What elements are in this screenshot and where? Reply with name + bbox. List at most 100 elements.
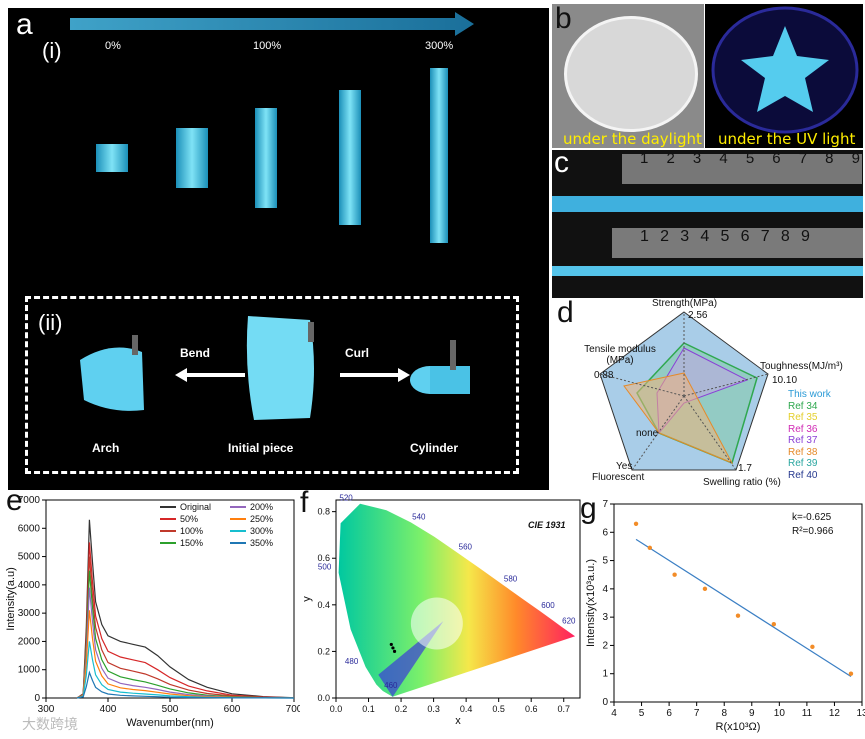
ruler-bottom-tick: 1 <box>640 228 649 245</box>
legend-ref-34: Ref 34 <box>788 400 818 412</box>
radar-axis-strength-max: 2.56 <box>688 310 708 321</box>
cie-point <box>392 649 397 654</box>
chart-e: 300 400 500 600 7000100020003000400050006000… <box>5 495 300 729</box>
y-tick-label: 7 <box>602 499 608 510</box>
y-tick-label: 5 <box>602 556 608 567</box>
legend-ref-38: Ref 38 <box>788 446 818 458</box>
bend-label: Bend <box>180 346 210 360</box>
legend-ref-37: Ref 37 <box>788 435 818 446</box>
data-point <box>771 622 777 627</box>
panel-a-sub-ii: (ii) <box>38 310 63 335</box>
data-point <box>633 521 639 526</box>
y-tick-label: 2 <box>602 640 608 651</box>
panel-a-sub-i: (i) <box>42 38 62 63</box>
legend-label: Original <box>180 502 211 512</box>
y-tick-label: 0.6 <box>317 553 330 563</box>
x-tick-label: 400 <box>100 704 117 715</box>
legend-label: 50% <box>180 514 198 524</box>
x-axis-label: R(x10³Ω) <box>716 721 761 733</box>
series-line-350pct <box>76 670 295 699</box>
strain-label-300: 300% <box>425 40 454 52</box>
curl-arrow <box>340 368 410 382</box>
legend-label: 150% <box>180 538 203 548</box>
ruler-bottom-tick: 5 <box>720 228 730 245</box>
x-tick-label: 11 <box>802 708 813 719</box>
plot-frame <box>613 503 863 703</box>
annotation-slope: k=-0.625 <box>792 512 832 523</box>
data-point <box>848 671 854 676</box>
y-tick-label: 0 <box>602 697 608 708</box>
data-point <box>702 586 708 592</box>
legend-label: 100% <box>180 526 203 536</box>
data-point <box>672 572 677 577</box>
x-tick-label: 8 <box>721 708 727 719</box>
panel-b-letter: b <box>555 2 572 35</box>
data-point <box>735 613 741 618</box>
locus-label: 560 <box>459 543 473 552</box>
ruler-bottom-tick: 2 <box>660 228 670 245</box>
ruler-bottom-tick: 8 <box>780 228 790 245</box>
ruler-top-tick: 6 <box>772 150 781 167</box>
ruler-bottom-tick: 7 <box>760 228 770 245</box>
strain-label-100: 100% <box>253 40 282 52</box>
panel-c-letter: c <box>554 146 569 179</box>
x-tick-label: 700 <box>286 704 300 715</box>
radar-legend: This work Ref 34 Ref 35 Ref 36 Ref 37 Re… <box>788 389 831 481</box>
cylinder-photo <box>410 340 470 394</box>
x-tick-label: 0.2 <box>395 704 408 714</box>
panel-d-letter: d <box>557 296 574 329</box>
x-axis-label: Wavenumber(nm) <box>126 717 214 729</box>
chart-f: 0.0 0.1 0.2 0.3 0.4 0.5 0.6 0.7 0.0 0.2 0.4 0.6 0.8 x… <box>301 494 581 727</box>
legend-ref-36: Ref 36 <box>788 423 818 435</box>
radar-axis-toughness: Toughness(MJ/m³) <box>760 361 843 372</box>
locus-label: 620 <box>562 616 576 625</box>
locus-label: 580 <box>504 575 518 584</box>
ruler-bottom-tick: 3 <box>680 228 690 245</box>
x-tick-label: 0.4 <box>460 704 473 714</box>
cie-title: CIE 1931 <box>528 520 566 530</box>
panel-f-letter: f <box>300 486 309 519</box>
radar-axis-fluorescent-min: none <box>636 428 659 439</box>
x-tick-label: 9 <box>749 708 755 719</box>
x-tick-label: 0.1 <box>362 704 375 714</box>
annotation-r2: R²=0.966 <box>792 526 834 537</box>
x-tick-label: 7 <box>694 708 700 719</box>
panel-b-left-photo <box>552 4 704 148</box>
panel-c-photo <box>552 150 863 298</box>
locus-label: 480 <box>345 657 359 666</box>
x-tick-label: 0.3 <box>427 704 440 714</box>
x-axis-label: x <box>455 715 461 727</box>
arch-photo <box>80 335 144 411</box>
y-tick-label: 6000 <box>18 523 41 534</box>
legend-label: 300% <box>250 526 273 536</box>
x-tick-label: 500 <box>162 704 179 715</box>
radar-ref-38 <box>623 372 734 464</box>
ruler-top-tick: 3 <box>692 150 702 167</box>
initial-piece-photo <box>246 316 314 420</box>
y-tick-label: 1 <box>602 669 608 680</box>
data-point <box>810 644 815 650</box>
ruler-bottom-tick: 9 <box>801 228 810 245</box>
legend-label: 200% <box>250 502 273 512</box>
x-tick-label: 13 <box>856 708 865 719</box>
legend-label: 250% <box>250 514 273 524</box>
radar-axis-fluorescent-max: Yes <box>616 461 633 472</box>
ruler-top-tick: 7 <box>798 150 808 167</box>
x-tick-label: 0.0 <box>330 704 343 714</box>
cie-point <box>389 642 393 647</box>
locus-label: 500 <box>318 563 332 572</box>
radar-axis-toughness-max: 10.10 <box>772 375 798 386</box>
cie-point <box>391 646 395 650</box>
watermark: 大数跨境 <box>22 716 78 732</box>
series-line-200pct <box>76 587 295 699</box>
x-tick-label: 4 <box>611 708 617 719</box>
ruler-top: 1 2 3 4 5 6 7 8 9 <box>640 150 860 170</box>
series-line-Original <box>76 519 295 699</box>
radar-axis-tensile-max: 0.88 <box>594 370 614 381</box>
x-tick-label: 300 <box>38 704 55 715</box>
ruler-bottom-tick: 4 <box>700 228 710 245</box>
radar-axis-swelling: Swelling ratio (%) <box>703 477 781 488</box>
y-tick-label: 0 <box>34 693 40 704</box>
y-tick-label: 7000 <box>18 495 41 506</box>
x-tick-label: 600 <box>224 704 241 715</box>
